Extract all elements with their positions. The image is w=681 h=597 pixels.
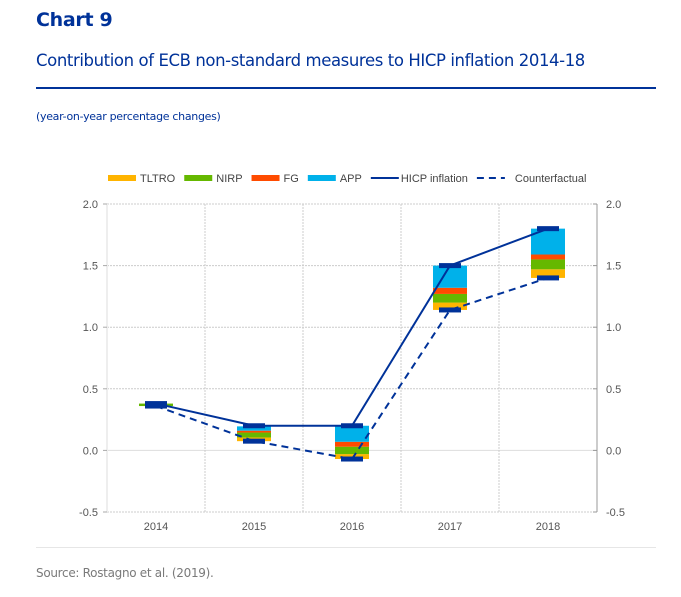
bar-nirp (335, 446, 369, 455)
chart-subtitle: (year-on-year percentage changes) (36, 110, 221, 123)
marker-hicp-inflation (341, 423, 363, 429)
y-tick-label-right: 1.5 (606, 261, 621, 273)
legend-swatch-nirp (184, 175, 213, 181)
bar-fg (237, 430, 271, 433)
y-tick-label-right: 0.0 (606, 445, 621, 457)
chart-area: TLTRO NIRP FG APP HICP inflation Counterfactu… (79, 173, 625, 533)
bar-fg (531, 254, 565, 260)
footer-divider (36, 547, 656, 548)
lines (145, 226, 559, 462)
marker-hicp-inflation (243, 423, 265, 429)
legend-swatch-fg (251, 175, 280, 181)
marker-counterfactual (145, 403, 167, 409)
x-tick-label: 2015 (242, 521, 266, 533)
x-tick-label: 2018 (536, 521, 560, 533)
legend-label: HICP inflation (401, 173, 468, 185)
chart-title: Contribution of ECB non-standard measure… (36, 51, 585, 70)
source-note: Source: Rostagno et al. (2019). (36, 566, 214, 580)
bar-nirp (433, 293, 467, 303)
marker-hicp-inflation (439, 263, 461, 269)
legend-label: FG (284, 173, 299, 185)
x-tick-label: 2017 (438, 521, 462, 533)
axes: 2.0 2.0 1.5 1.5 1.0 1.0 0.5 0.5 0.0 0.0 -0.5 -0.5 (79, 199, 625, 519)
bar-nirp (531, 259, 565, 270)
title-divider (36, 87, 656, 89)
y-tick-label-right: 2.0 (606, 199, 621, 211)
gridlines (107, 203, 597, 513)
x-tick-label: 2016 (340, 521, 364, 533)
y-tick-label-left: 0.0 (83, 445, 98, 457)
y-tick-label-right: -0.5 (606, 507, 625, 519)
x-axis-labels: 2014 2015 2016 2017 2018 (144, 521, 560, 533)
bar-tltro (531, 269, 565, 278)
x-tick-label: 2014 (144, 521, 168, 533)
legend-label: APP (340, 173, 362, 185)
legend-swatch-app (307, 175, 336, 181)
legend-swatch-tltro (108, 175, 136, 181)
bar-app (335, 425, 369, 442)
bar-fg (433, 287, 467, 294)
bar-fg (335, 441, 369, 447)
legend: TLTRO NIRP FG APP HICP inflation Counterfactu… (108, 173, 586, 185)
chart-number-label: Chart 9 (36, 9, 113, 31)
legend-label: Counterfactual (515, 173, 587, 185)
y-tick-label-left: 2.0 (83, 199, 98, 211)
marker-counterfactual (439, 307, 461, 313)
bar-app (237, 426, 271, 431)
marker-counterfactual (537, 275, 559, 281)
y-tick-label-right: 1.0 (606, 322, 621, 334)
y-tick-label-left: 0.5 (83, 384, 98, 396)
bar-app (433, 265, 467, 288)
bar-tltro (433, 302, 467, 310)
y-tick-label-left: -0.5 (79, 507, 98, 519)
marker-counterfactual (341, 456, 363, 462)
y-tick-label-left: 1.0 (83, 322, 98, 334)
marker-hicp-inflation (537, 226, 559, 232)
legend-label: TLTRO (140, 173, 176, 185)
bar-nirp (237, 432, 271, 438)
marker-counterfactual (243, 438, 265, 444)
legend-label: NIRP (216, 173, 242, 185)
y-tick-label-right: 0.5 (606, 384, 621, 396)
y-tick-label-left: 1.5 (83, 261, 98, 273)
